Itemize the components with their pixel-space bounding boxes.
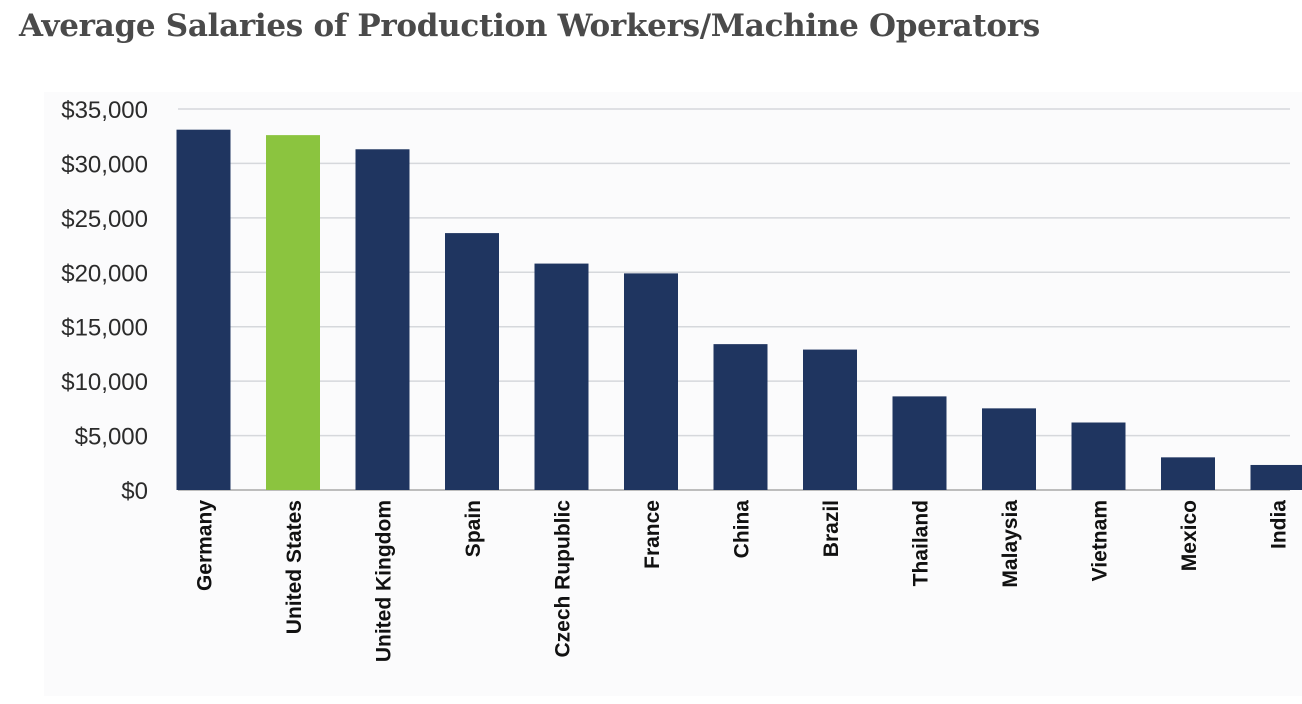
bar — [355, 149, 410, 490]
bar — [1161, 457, 1215, 490]
bar — [713, 344, 768, 490]
bar — [1250, 464, 1302, 490]
chart-title: Average Salaries of Production Workers/M… — [19, 8, 1040, 44]
bars — [176, 129, 1302, 490]
x-tick-label: Vietnam — [1089, 500, 1112, 581]
x-tick-label: India — [1268, 500, 1291, 549]
y-tick-label: $15,000 — [61, 315, 148, 342]
x-tick-label: Spain — [462, 500, 485, 557]
x-tick-label: Malaysia — [999, 500, 1022, 588]
y-tick-label: $10,000 — [61, 369, 148, 396]
bar — [176, 129, 231, 490]
y-axis-ticks: $0 $5,000 $10,000 $15,000 $20,000 $25,000 $30,… — [61, 97, 148, 505]
y-tick-label: $20,000 — [61, 260, 148, 287]
bar — [445, 233, 499, 490]
bar — [892, 396, 947, 490]
x-tick-label: United States — [283, 500, 306, 634]
x-tick-label: Mexico — [1178, 500, 1201, 571]
bar — [266, 135, 320, 490]
x-tick-label: Brazil — [820, 500, 843, 557]
x-tick-label: China — [731, 500, 754, 559]
bar — [1071, 422, 1126, 490]
y-tick-label: $5,000 — [75, 424, 148, 451]
x-tick-label: France — [641, 500, 664, 569]
y-tick-label: $30,000 — [61, 151, 148, 178]
x-tick-label: United Kingdom — [373, 500, 396, 662]
x-tick-label: Czech Rupublic — [552, 500, 575, 658]
y-tick-label: $25,000 — [61, 206, 148, 233]
bar — [534, 263, 589, 490]
x-axis-ticks: Germany United States United Kingdom Spain C… — [194, 500, 1291, 662]
bar — [982, 408, 1036, 490]
y-tick-label: $35,000 — [61, 97, 148, 124]
x-tick-label: Germany — [194, 500, 217, 591]
x-tick-label: Thailand — [910, 500, 933, 586]
y-tick-label: $0 — [121, 478, 148, 505]
bar — [803, 349, 857, 490]
bar — [624, 273, 678, 490]
